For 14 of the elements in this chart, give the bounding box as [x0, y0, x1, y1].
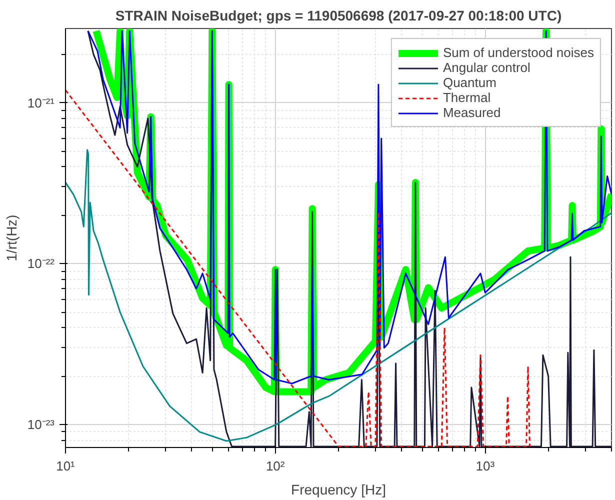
legend-label: Measured: [442, 105, 501, 120]
x-tick-label: 10¹: [56, 458, 76, 474]
y-axis-title: 1/rt(Hz): [3, 214, 20, 262]
x-axis-title: Frequency [Hz]: [291, 482, 386, 498]
legend-label: Sum of understood noises: [442, 45, 594, 60]
legend-label: Quantum: [442, 75, 496, 90]
y-tick-label: 10⁻²²: [27, 256, 56, 272]
y-tick-label: 10⁻²³: [27, 417, 56, 432]
legend-label: Thermal: [442, 90, 491, 105]
chart-title: STRAIN NoiseBudget; gps = 1190506698 (2017-09-27 00:18:00 UTC): [115, 8, 562, 24]
x-tick-label: 10³: [476, 458, 496, 474]
y-tick-label: 10⁻²¹: [27, 95, 56, 110]
legend-label: Angular control: [442, 60, 530, 75]
x-tick-label: 10²: [266, 458, 286, 474]
